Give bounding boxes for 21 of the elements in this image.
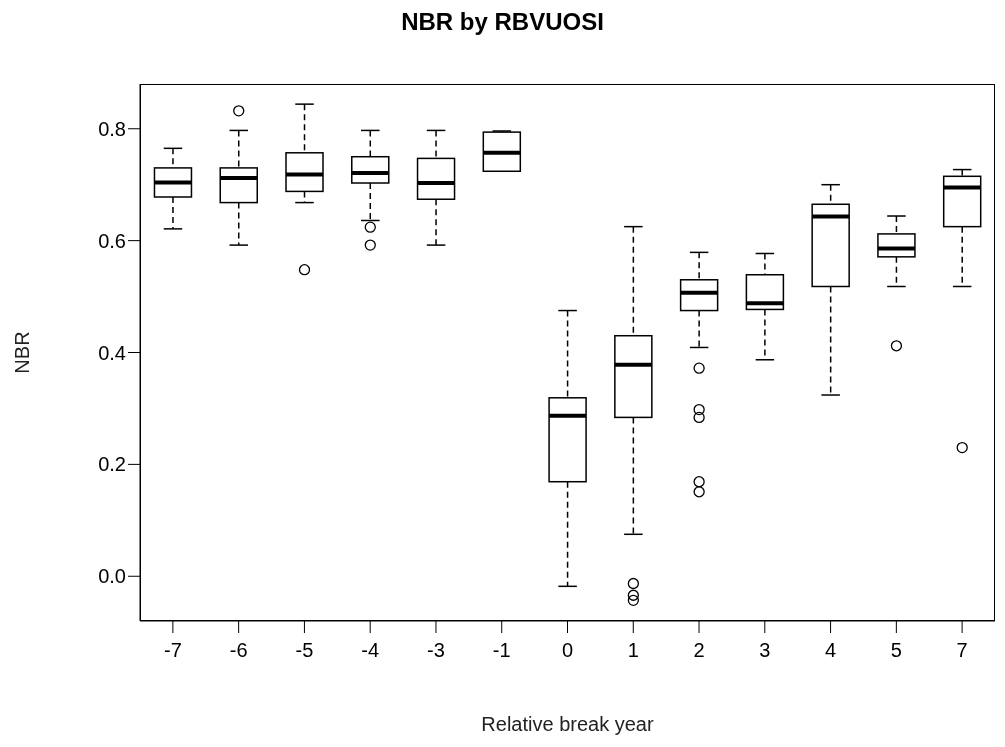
x-tick-label: 5 (890, 639, 902, 662)
y-tick-label: 0.6 (98, 229, 126, 252)
x-tick-label: 0 (561, 639, 574, 662)
chart-title: NBR by RBVUOSI (400, 8, 605, 36)
x-tick-label: 1 (627, 639, 639, 662)
y-axis-title: NBR (11, 331, 34, 374)
x-axis-title: Relative break year (481, 713, 654, 735)
x-tick-label: -5 (295, 639, 314, 662)
x-tick-label: -6 (229, 639, 248, 662)
x-tick-label: 2 (693, 639, 705, 662)
x-tick-label: 3 (759, 639, 771, 662)
x-tick-label: -3 (427, 639, 445, 662)
y-tick-label: 0.0 (98, 565, 126, 588)
y-tick-label: 0.2 (98, 453, 126, 476)
x-tick-label: 4 (825, 639, 837, 662)
x-tick-label: -4 (361, 639, 380, 662)
x-tick-label: 7 (956, 639, 968, 662)
x-tick-label: -7 (163, 639, 182, 662)
y-tick-label: 0.4 (98, 341, 126, 364)
y-tick-label: 0.8 (98, 117, 126, 140)
x-tick-label: -1 (492, 639, 511, 662)
